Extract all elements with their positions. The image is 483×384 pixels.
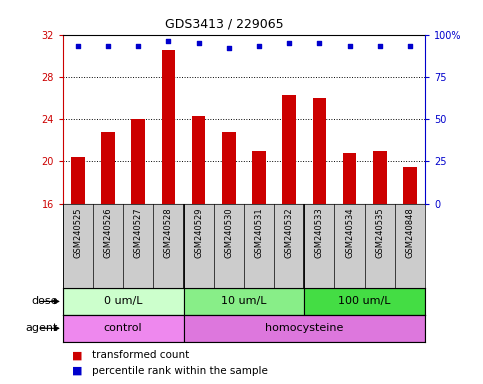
Bar xyxy=(252,151,266,204)
Point xyxy=(225,45,233,51)
Text: GSM240848: GSM240848 xyxy=(405,208,414,258)
Bar xyxy=(162,50,175,204)
Text: homocysteine: homocysteine xyxy=(265,323,343,333)
Bar xyxy=(101,132,115,204)
Text: ■: ■ xyxy=(72,366,83,376)
Text: GSM240526: GSM240526 xyxy=(103,208,113,258)
Text: percentile rank within the sample: percentile rank within the sample xyxy=(92,366,268,376)
Text: GSM240529: GSM240529 xyxy=(194,208,203,258)
Point xyxy=(104,43,112,50)
Bar xyxy=(131,119,145,204)
Text: dose: dose xyxy=(31,296,58,306)
Point xyxy=(285,40,293,46)
Text: 100 um/L: 100 um/L xyxy=(339,296,391,306)
Point xyxy=(315,40,323,46)
Bar xyxy=(63,288,184,315)
Text: transformed count: transformed count xyxy=(92,350,189,360)
Point xyxy=(165,38,172,45)
Bar xyxy=(304,288,425,315)
Bar xyxy=(184,315,425,342)
Text: GSM240533: GSM240533 xyxy=(315,208,324,258)
Text: GSM240528: GSM240528 xyxy=(164,208,173,258)
Text: GSM240531: GSM240531 xyxy=(255,208,264,258)
Text: GSM240530: GSM240530 xyxy=(224,208,233,258)
Point xyxy=(134,43,142,50)
Bar xyxy=(63,315,184,342)
Text: GSM240535: GSM240535 xyxy=(375,208,384,258)
Bar xyxy=(71,157,85,204)
Point xyxy=(195,40,202,46)
Bar xyxy=(313,98,326,204)
Bar xyxy=(192,116,205,204)
Text: agent: agent xyxy=(26,323,58,333)
Text: GSM240527: GSM240527 xyxy=(134,208,143,258)
Text: control: control xyxy=(104,323,142,333)
Point xyxy=(376,43,384,50)
Text: ■: ■ xyxy=(72,350,83,360)
Point xyxy=(346,43,354,50)
Point xyxy=(255,43,263,50)
Bar xyxy=(403,167,417,204)
Bar xyxy=(283,95,296,204)
Text: GSM240534: GSM240534 xyxy=(345,208,354,258)
Text: GSM240525: GSM240525 xyxy=(73,208,83,258)
Text: 0 um/L: 0 um/L xyxy=(104,296,142,306)
Bar xyxy=(222,132,236,204)
Bar xyxy=(373,151,386,204)
Text: GSM240532: GSM240532 xyxy=(284,208,294,258)
Point xyxy=(74,43,82,50)
Bar xyxy=(343,153,356,204)
Text: GDS3413 / 229065: GDS3413 / 229065 xyxy=(165,18,284,31)
Text: 10 um/L: 10 um/L xyxy=(221,296,267,306)
Point xyxy=(406,43,414,50)
Bar xyxy=(184,288,304,315)
